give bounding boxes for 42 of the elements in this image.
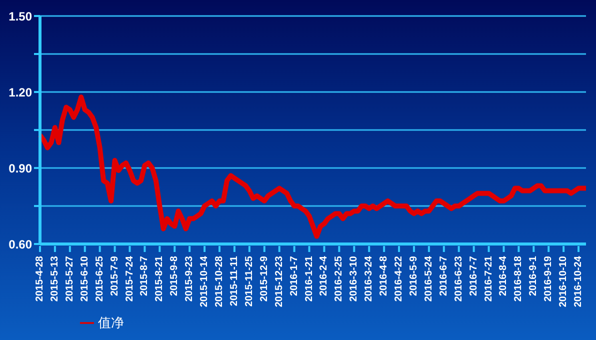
- x-tick-label: 2015-7-9: [109, 256, 120, 296]
- x-tick-label: 2016-4-8: [378, 256, 390, 296]
- x-tick-label: 2015-5-13: [49, 256, 60, 302]
- x-tick-label: 2016-3-10: [348, 256, 360, 302]
- x-tick-label: 2015-8-21: [154, 256, 166, 302]
- x-tick-label: 2015-11-11: [228, 256, 240, 306]
- x-tick-label: 2015-4-28: [34, 256, 46, 302]
- x-tick-label: 2016-8-4: [498, 256, 510, 296]
- x-tick-label: 2015-8-7: [139, 256, 150, 296]
- x-tick-label: 2015-12-23: [274, 256, 285, 308]
- x-tick-label: 2016-1-7: [288, 256, 300, 296]
- x-tick-label: 2016-2-25: [334, 256, 345, 302]
- x-tick-label: 2016-7-7: [468, 256, 480, 296]
- x-tick-label: 2015-10-14: [199, 256, 210, 308]
- x-tick-label: 2015-9-8: [169, 256, 180, 296]
- x-tick-label: 2015-6-25: [94, 256, 106, 302]
- y-tick-label: 1.50: [8, 9, 32, 24]
- x-tick-label: 2016-6-7: [438, 256, 450, 296]
- x-tick-label: 2015-9-23: [184, 256, 196, 302]
- x-tick-label: 2016-10-10: [558, 256, 570, 308]
- x-tick-label: 2015-6-10: [79, 256, 90, 302]
- y-tick-label: 0.90: [8, 161, 32, 176]
- x-tick-label: 2015-7-24: [124, 256, 136, 302]
- x-tick-label: 2016-4-22: [394, 256, 405, 302]
- x-tick-label: 2016-5-9: [408, 256, 420, 296]
- x-tick-label: 2016-9-1: [528, 256, 540, 296]
- x-tick-label: 2016-9-19: [543, 256, 554, 302]
- x-tick-label: 2015-5-27: [64, 256, 76, 302]
- y-tick-label: 1.20: [8, 85, 32, 100]
- y-tick-label: 0.60: [8, 237, 32, 252]
- x-tick-label: 2016-5-24: [423, 256, 434, 302]
- x-tick-label: 2016-7-21: [483, 256, 494, 302]
- x-tick-label: 2015-11-25: [244, 256, 255, 307]
- x-tick-label: 2016-3-24: [364, 256, 375, 302]
- x-tick-label: 2016-10-24: [573, 256, 584, 308]
- x-tick-label: 2016-2-4: [318, 256, 330, 296]
- x-tick-label: 2016-6-23: [453, 256, 464, 302]
- x-tick-label: 2015-10-28: [214, 256, 226, 308]
- legend-label: 值净: [98, 316, 124, 331]
- x-tick-label: 2015-12-9: [258, 256, 270, 302]
- x-tick-label: 2016-8-18: [513, 256, 524, 302]
- x-tick-label: 2016-1-21: [304, 256, 315, 302]
